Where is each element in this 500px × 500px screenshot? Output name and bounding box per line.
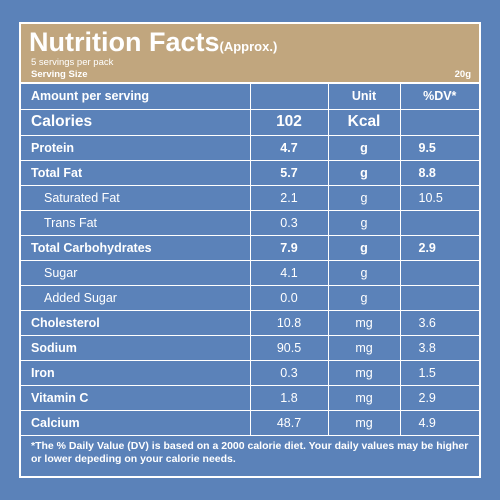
nutrient-unit: g bbox=[327, 259, 401, 286]
column-header-dv: %DV* bbox=[399, 84, 479, 110]
column-header-amount: Amount per serving bbox=[21, 84, 251, 110]
nutrient-amount: 2.1 bbox=[249, 184, 329, 211]
nutrient-unit: mg bbox=[327, 359, 401, 386]
nutrient-name: Iron bbox=[21, 359, 251, 386]
nutrient-name: Total Fat bbox=[21, 159, 251, 186]
nutrient-unit: g bbox=[327, 234, 401, 261]
nutrient-unit: g bbox=[327, 284, 401, 311]
nutrient-dv bbox=[399, 108, 479, 136]
nutrient-amount: 4.7 bbox=[249, 134, 329, 161]
nutrient-amount: 102 bbox=[249, 108, 329, 136]
nutrient-unit: g bbox=[327, 209, 401, 236]
nutrient-amount: 0.0 bbox=[249, 284, 329, 311]
nutrient-name: Sodium bbox=[21, 334, 251, 361]
table-row: Cholesterol 10.8 mg 3.6 bbox=[21, 309, 479, 336]
nutrient-name: Saturated Fat bbox=[21, 184, 251, 211]
nutrient-name: Calcium bbox=[21, 409, 251, 436]
nutrition-facts-panel: Nutrition Facts(Approx.) 5 servings per … bbox=[19, 22, 481, 478]
nutrient-name: Vitamin C bbox=[21, 384, 251, 411]
nutrient-amount: 5.7 bbox=[249, 159, 329, 186]
column-header-value bbox=[249, 84, 329, 110]
table-row: Total Fat 5.7 g 8.8 bbox=[21, 159, 479, 186]
nutrient-name: Protein bbox=[21, 134, 251, 161]
nutrient-name: Added Sugar bbox=[21, 284, 251, 311]
nutrient-unit: mg bbox=[327, 309, 401, 336]
serving-size-label: Serving Size bbox=[31, 69, 88, 80]
table-row: Calories 102 Kcal bbox=[21, 108, 479, 136]
nutrient-unit: g bbox=[327, 184, 401, 211]
nutrient-unit: mg bbox=[327, 334, 401, 361]
nutrient-dv bbox=[399, 259, 479, 286]
nutrient-amount: 7.9 bbox=[249, 234, 329, 261]
nutrient-name: Cholesterol bbox=[21, 309, 251, 336]
table-row: Calcium 48.7 mg 4.9 bbox=[21, 409, 479, 436]
nutrient-name: Sugar bbox=[21, 259, 251, 286]
nutrient-unit: mg bbox=[327, 409, 401, 436]
column-header-unit: Unit bbox=[327, 84, 401, 110]
table-row: Sodium 90.5 mg 3.8 bbox=[21, 334, 479, 361]
title-line: Nutrition Facts(Approx.) bbox=[29, 27, 277, 58]
nutrient-unit: Kcal bbox=[327, 108, 401, 136]
serving-size-value: 20g bbox=[454, 69, 471, 80]
nutrient-amount: 0.3 bbox=[249, 209, 329, 236]
nutrient-dv: 10.5 bbox=[399, 184, 479, 211]
table-header-row: Amount per serving Unit %DV* bbox=[21, 84, 479, 110]
table-row: Sugar 4.1 g bbox=[21, 259, 479, 286]
nutrient-dv: 9.5 bbox=[399, 134, 479, 161]
table-row: Added Sugar 0.0 g bbox=[21, 284, 479, 311]
nutrient-unit: mg bbox=[327, 384, 401, 411]
nutrient-amount: 0.3 bbox=[249, 359, 329, 386]
nutrient-amount: 1.8 bbox=[249, 384, 329, 411]
nutrient-unit: g bbox=[327, 159, 401, 186]
table-row: Total Carbohydrates 7.9 g 2.9 bbox=[21, 234, 479, 261]
nutrient-unit: g bbox=[327, 134, 401, 161]
table-row: Iron 0.3 mg 1.5 bbox=[21, 359, 479, 386]
page-title: Nutrition Facts bbox=[29, 27, 220, 57]
table-row: Protein 4.7 g 9.5 bbox=[21, 134, 479, 161]
table-row: Trans Fat 0.3 g bbox=[21, 209, 479, 236]
nutrient-dv: 3.8 bbox=[399, 334, 479, 361]
nutrient-dv: 3.6 bbox=[399, 309, 479, 336]
nutrition-table: Amount per serving Unit %DV* Calories 10… bbox=[21, 84, 479, 436]
nutrient-amount: 48.7 bbox=[249, 409, 329, 436]
nutrient-dv: 1.5 bbox=[399, 359, 479, 386]
nutrient-amount: 90.5 bbox=[249, 334, 329, 361]
nutrient-dv bbox=[399, 209, 479, 236]
nutrition-header: Nutrition Facts(Approx.) 5 servings per … bbox=[21, 24, 479, 84]
nutrient-dv bbox=[399, 284, 479, 311]
nutrient-amount: 10.8 bbox=[249, 309, 329, 336]
nutrient-name: Calories bbox=[21, 108, 251, 136]
servings-per-pack: 5 servings per pack bbox=[31, 57, 114, 68]
table-row: Saturated Fat 2.1 g 10.5 bbox=[21, 184, 479, 211]
table-row: Vitamin C 1.8 mg 2.9 bbox=[21, 384, 479, 411]
nutrient-dv: 2.9 bbox=[399, 234, 479, 261]
nutrient-name: Total Carbohydrates bbox=[21, 234, 251, 261]
nutrient-dv: 8.8 bbox=[399, 159, 479, 186]
nutrient-amount: 4.1 bbox=[249, 259, 329, 286]
nutrient-dv: 4.9 bbox=[399, 409, 479, 436]
nutrient-name: Trans Fat bbox=[21, 209, 251, 236]
title-suffix: (Approx.) bbox=[219, 39, 278, 54]
daily-value-footnote: *The % Daily Value (DV) is based on a 20… bbox=[31, 440, 469, 465]
nutrient-dv: 2.9 bbox=[399, 384, 479, 411]
